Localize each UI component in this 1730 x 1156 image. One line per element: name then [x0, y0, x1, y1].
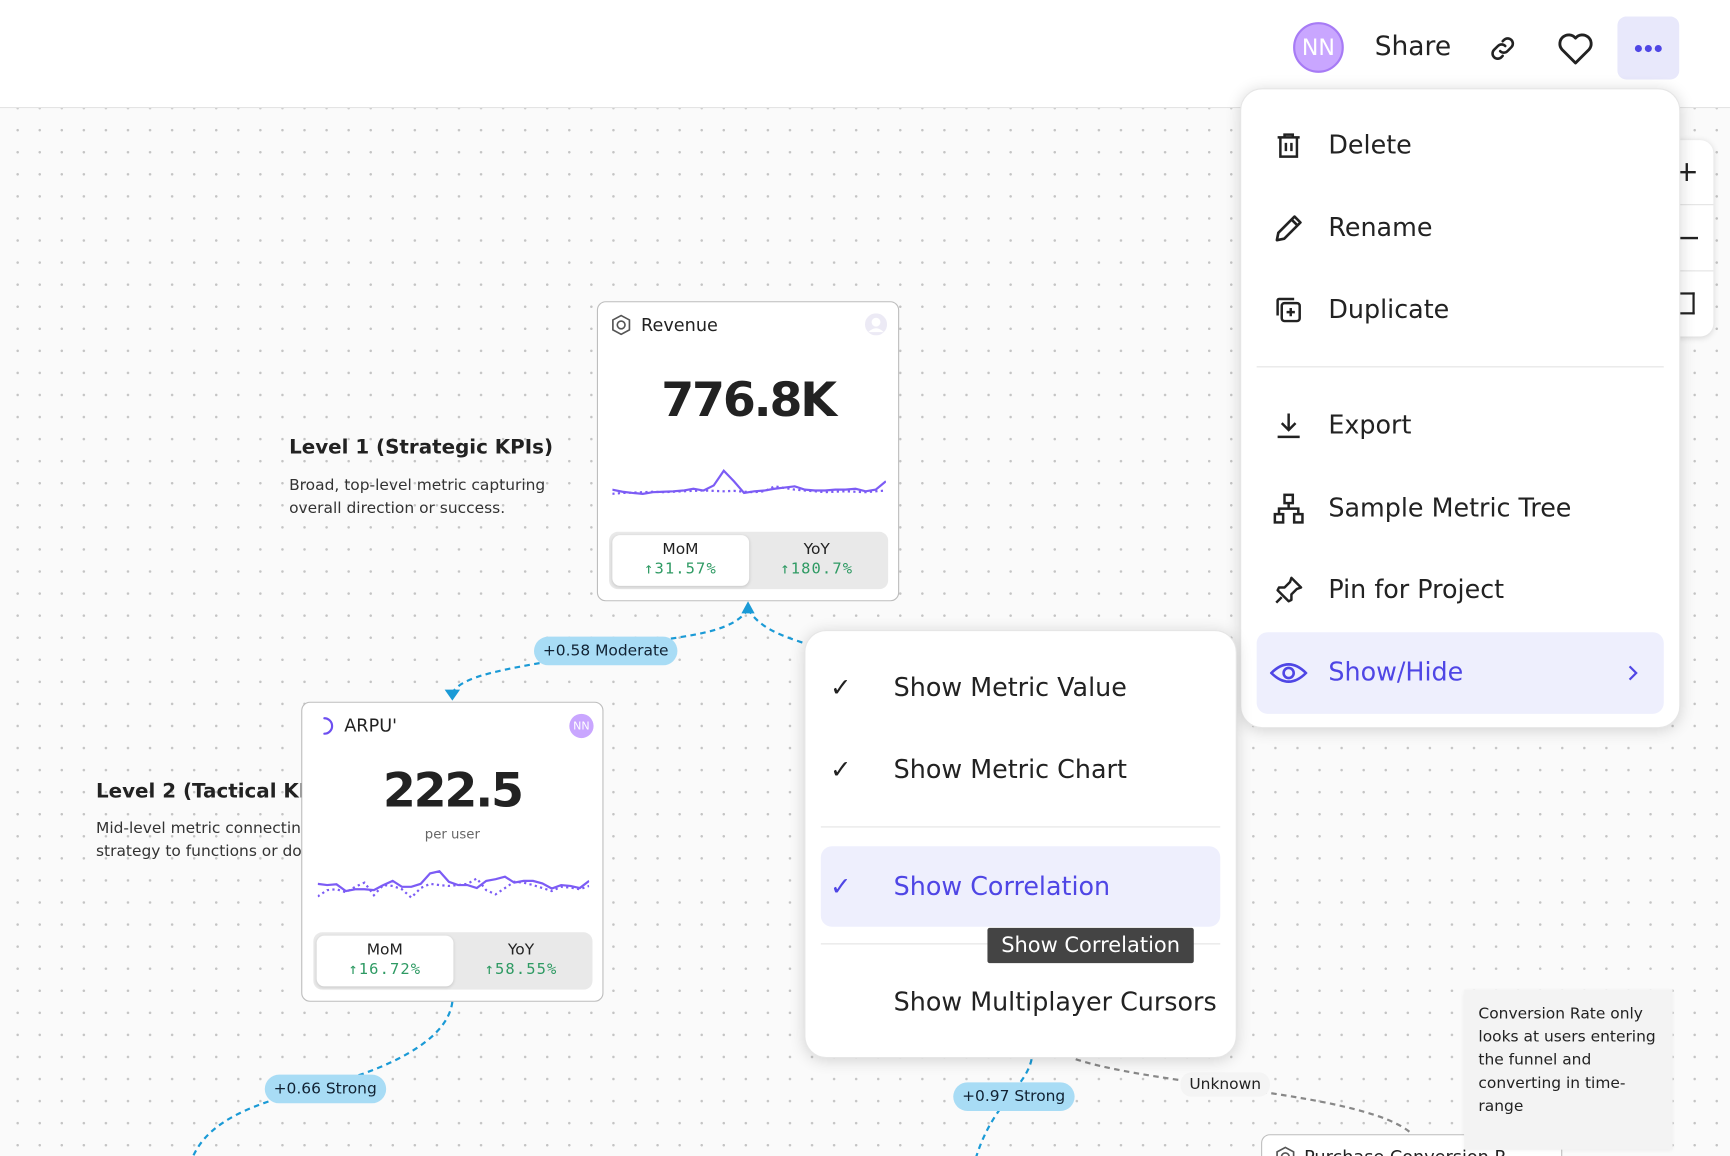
hexagon-icon	[1276, 1146, 1295, 1156]
metric-unit: per user	[424, 826, 480, 842]
check-icon: ✓	[830, 755, 852, 785]
hexagon-icon	[612, 314, 631, 336]
comparison-tabs: MoM ↑31.57% YoY ↑180.7%	[609, 531, 889, 590]
correlation-badge[interactable]: +0.97 Strong	[953, 1082, 1075, 1112]
tooltip: Show Correlation	[987, 927, 1194, 964]
metric-card-arpu[interactable]: ARPU' NN 222.5 per user MoM ↑16.72% YoY ↑5…	[301, 701, 604, 1002]
menu-item-rename[interactable]: Rename	[1257, 188, 1664, 270]
pin-icon	[1257, 574, 1321, 607]
submenu-item-show-correlation[interactable]: ✓ Show Correlation	[820, 846, 1221, 927]
menu-item-delete[interactable]: Delete	[1257, 105, 1664, 187]
arrow-up-icon	[741, 601, 755, 614]
card-title: Revenue	[641, 314, 718, 336]
more-options-button[interactable]	[1617, 16, 1680, 80]
user-avatar-icon	[864, 313, 888, 336]
eye-icon	[1257, 660, 1321, 686]
menu-item-show-hide[interactable]: Show/Hide	[1256, 632, 1664, 714]
avatar[interactable]: NN	[1293, 22, 1344, 73]
sparkline-comparison-series	[317, 877, 590, 900]
correlation-badge[interactable]: +0.58 Moderate	[533, 636, 678, 666]
menu-item-export[interactable]: Export	[1257, 385, 1664, 467]
show-hide-submenu: ✓ Show Metric Value ✓ Show Metric Chart ✓ S…	[804, 629, 1237, 1059]
check-icon: ✓	[830, 872, 852, 901]
edge-arpu-child	[192, 1001, 454, 1156]
metric-value: 222.5	[382, 763, 524, 819]
pencil-icon	[1257, 211, 1321, 246]
tree-icon	[1257, 492, 1321, 525]
tab-mom[interactable]: MoM ↑16.72%	[316, 935, 453, 987]
menu-item-duplicate[interactable]: Duplicate	[1257, 269, 1664, 351]
duplicate-icon	[1257, 293, 1321, 326]
level-title: Level 1 (Strategic KPIs)	[289, 435, 554, 459]
edge-unknown	[1075, 1058, 1413, 1135]
more-icon	[1634, 44, 1662, 52]
level-description: Broad, top-level metric capturing overall…	[289, 476, 546, 518]
edge-revenue-right	[747, 608, 812, 647]
level-description: Mid-level metric connecting strategy to f…	[95, 819, 354, 861]
options-menu: Delete Rename Duplicate Export Sample Me…	[1240, 88, 1681, 729]
unknown-badge[interactable]: Unknown	[1180, 1072, 1270, 1097]
card-title: Purchase Conversion R	[1304, 1146, 1507, 1156]
level-title: Level 2 (Tactical KPIs)	[95, 780, 342, 804]
download-icon	[1257, 409, 1321, 442]
avatar: NN	[569, 713, 594, 739]
tab-yoy[interactable]: YoY ↑58.55%	[484, 941, 558, 979]
metric-card-revenue[interactable]: Revenue 776.8K MoM ↑31.57% YoY ↑180.7%	[596, 301, 900, 602]
tab-mom[interactable]: MoM ↑31.57%	[612, 535, 749, 586]
metric-value: 776.8K	[661, 372, 837, 429]
link-icon[interactable]	[1487, 33, 1518, 64]
sparkline-chart	[317, 870, 590, 900]
arrow-down-icon	[444, 689, 461, 701]
sparkline-series	[612, 469, 886, 495]
correlation-badge[interactable]: +0.66 Strong	[264, 1074, 386, 1104]
sparkline-series	[317, 870, 590, 893]
chevron-right-icon	[1628, 665, 1638, 681]
submenu-item-show-metric-value[interactable]: ✓ Show Metric Value	[821, 648, 1220, 730]
zoom-out-icon[interactable]: −	[1677, 221, 1702, 255]
check-icon: ✓	[830, 674, 852, 703]
card-title: ARPU'	[344, 714, 397, 736]
tab-yoy[interactable]: YoY ↑180.7%	[780, 540, 854, 579]
trash-icon	[1257, 129, 1321, 162]
submenu-item-show-multiplayer-cursors[interactable]: Show Multiplayer Cursors	[893, 988, 1217, 1018]
annotation-note[interactable]: Conversion Rate only looks at users ente…	[1464, 989, 1673, 1150]
share-button[interactable]: Share	[1374, 30, 1452, 62]
submenu-item-show-metric-chart[interactable]: ✓ Show Metric Chart	[821, 729, 1220, 811]
comparison-tabs: MoM ↑16.72% YoY ↑58.55%	[313, 932, 593, 990]
menu-item-pin-for-project[interactable]: Pin for Project	[1257, 549, 1664, 631]
fit-screen-icon[interactable]	[1677, 292, 1695, 315]
sparkline-chart	[612, 469, 886, 495]
loading-spinner-icon	[323, 717, 334, 735]
menu-item-sample-metric-tree[interactable]: Sample Metric Tree	[1257, 468, 1664, 550]
heart-icon[interactable]	[1556, 31, 1596, 66]
